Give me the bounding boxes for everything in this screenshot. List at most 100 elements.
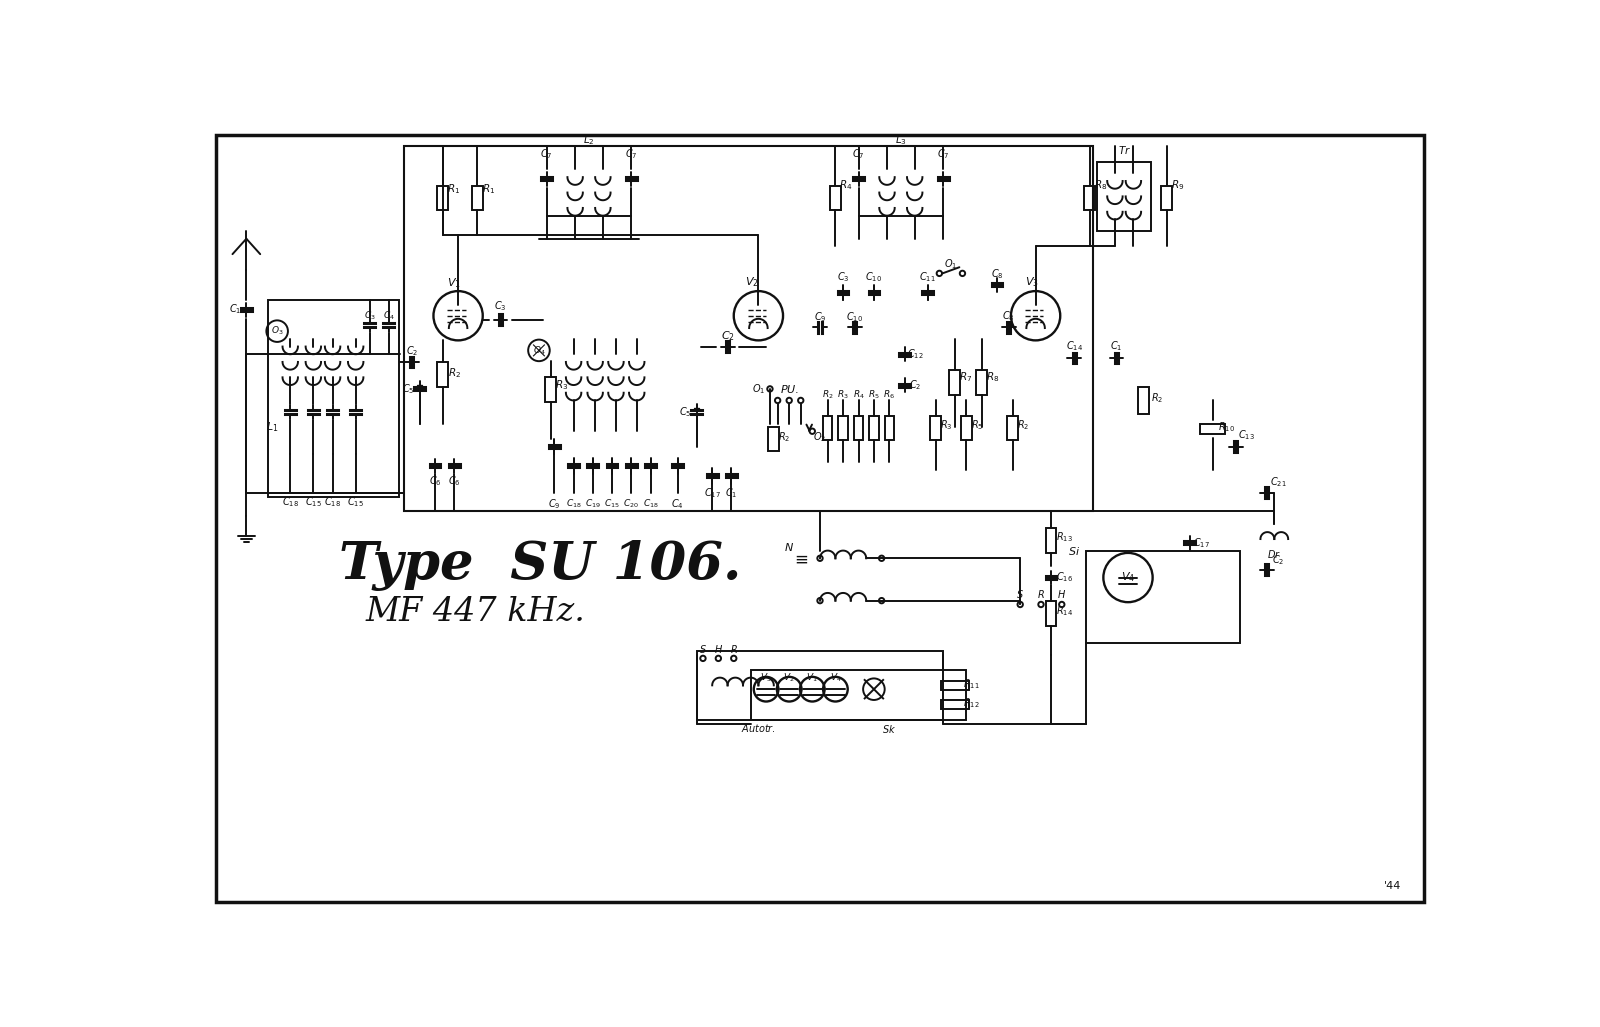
Text: $C_{17}$: $C_{17}$ bbox=[1194, 536, 1210, 549]
Bar bbox=[941, 700, 968, 710]
Bar bbox=[949, 371, 960, 395]
Text: $O_1$: $O_1$ bbox=[944, 257, 957, 271]
Text: $O_4$: $O_4$ bbox=[533, 344, 546, 356]
Text: $C_{15}$: $C_{15}$ bbox=[347, 495, 365, 509]
Text: $Tr$: $Tr$ bbox=[1117, 144, 1131, 156]
Text: $R_6$: $R_6$ bbox=[883, 388, 896, 401]
Text: $R_2$: $R_2$ bbox=[1018, 418, 1029, 432]
Text: $C_8$: $C_8$ bbox=[990, 267, 1003, 281]
Text: $C_{21}$: $C_{21}$ bbox=[1270, 476, 1286, 489]
Text: $V_4$: $V_4$ bbox=[829, 672, 842, 684]
Text: $C_7$: $C_7$ bbox=[626, 147, 638, 161]
Bar bbox=[1086, 550, 1240, 643]
Text: $C_2$: $C_2$ bbox=[406, 344, 418, 358]
Text: $N$: $N$ bbox=[784, 541, 794, 553]
Bar bbox=[1085, 186, 1094, 211]
Bar bbox=[869, 416, 878, 441]
Text: $Si$: $Si$ bbox=[1069, 544, 1080, 557]
Bar bbox=[962, 416, 971, 441]
Text: $C_{18}$: $C_{18}$ bbox=[566, 497, 581, 509]
Text: $C_{10}$: $C_{10}$ bbox=[846, 310, 862, 325]
Text: $C_{14}$: $C_{14}$ bbox=[1066, 340, 1083, 353]
Bar bbox=[838, 416, 848, 441]
Text: $C_2$: $C_2$ bbox=[909, 378, 922, 392]
Text: $C_6$: $C_6$ bbox=[448, 474, 461, 488]
Text: $C_2$: $C_2$ bbox=[720, 330, 734, 343]
Text: $C_9$: $C_9$ bbox=[549, 497, 560, 510]
Text: $V_4$: $V_4$ bbox=[1122, 571, 1134, 584]
Text: $Sk$: $Sk$ bbox=[882, 723, 896, 735]
Text: $C_3$: $C_3$ bbox=[837, 270, 850, 284]
Text: $R_2$: $R_2$ bbox=[448, 367, 461, 380]
Text: $R_2$: $R_2$ bbox=[822, 388, 834, 401]
Bar bbox=[830, 186, 840, 211]
Text: $V_1$: $V_1$ bbox=[806, 672, 818, 684]
Bar bbox=[976, 371, 987, 395]
Text: $C_4$: $C_4$ bbox=[670, 497, 683, 510]
Text: $R_2$: $R_2$ bbox=[779, 430, 790, 445]
Text: $C_{15}$: $C_{15}$ bbox=[605, 497, 619, 509]
Text: $V_3$: $V_3$ bbox=[1026, 275, 1038, 289]
Text: $H$: $H$ bbox=[714, 643, 723, 655]
Text: $V_2$: $V_2$ bbox=[746, 275, 758, 289]
Text: $R_4$: $R_4$ bbox=[853, 388, 864, 401]
Text: '44: '44 bbox=[1384, 880, 1402, 890]
Text: $C_3$: $C_3$ bbox=[494, 300, 507, 313]
Bar bbox=[941, 681, 968, 690]
Text: $C_4$: $C_4$ bbox=[382, 309, 395, 322]
Text: $R_3$: $R_3$ bbox=[555, 378, 568, 392]
Text: $R_8$: $R_8$ bbox=[986, 371, 998, 384]
Text: $Dr$: $Dr$ bbox=[1267, 548, 1282, 561]
Text: $≡$: $≡$ bbox=[794, 549, 808, 567]
Bar bbox=[437, 362, 448, 386]
Bar bbox=[1046, 528, 1056, 553]
Text: $C_{19}$: $C_{19}$ bbox=[586, 497, 602, 509]
Bar bbox=[1006, 416, 1018, 441]
Text: $C_7$: $C_7$ bbox=[853, 147, 864, 161]
Text: $R_1$: $R_1$ bbox=[446, 182, 461, 195]
Text: $C_{15}$: $C_{15}$ bbox=[306, 495, 322, 509]
Text: $C_6$: $C_6$ bbox=[429, 474, 442, 488]
Bar bbox=[1098, 161, 1150, 231]
Bar bbox=[698, 651, 944, 720]
Text: $C_8$: $C_8$ bbox=[1002, 309, 1014, 322]
Text: MF 447 kHz.: MF 447 kHz. bbox=[366, 597, 586, 629]
Bar bbox=[854, 416, 862, 441]
Text: $O_1$: $O_1$ bbox=[752, 382, 765, 395]
Text: $C_{17}$: $C_{17}$ bbox=[704, 486, 720, 500]
Text: $R_9$: $R_9$ bbox=[1171, 178, 1184, 192]
Text: $R_5$: $R_5$ bbox=[869, 388, 880, 401]
Text: $V_1$: $V_1$ bbox=[448, 276, 461, 291]
Text: $C_{12}$: $C_{12}$ bbox=[907, 347, 923, 362]
Text: $C_7$: $C_7$ bbox=[541, 147, 554, 161]
Text: $C_{16}$: $C_{16}$ bbox=[1056, 571, 1074, 584]
Text: $O_2$: $O_2$ bbox=[813, 430, 827, 445]
Text: $C_1$: $C_1$ bbox=[725, 486, 738, 500]
Text: $C_{20}$: $C_{20}$ bbox=[624, 497, 640, 509]
Text: $L_1$: $L_1$ bbox=[266, 420, 278, 434]
Bar bbox=[1138, 386, 1149, 414]
Text: $C_5$: $C_5$ bbox=[402, 382, 414, 395]
Bar bbox=[822, 416, 832, 441]
Text: $C_{18}$: $C_{18}$ bbox=[325, 495, 341, 509]
Text: $C_3$: $C_3$ bbox=[363, 309, 376, 322]
Text: $V_3$: $V_3$ bbox=[760, 672, 771, 684]
Text: $R_{10}$: $R_{10}$ bbox=[1218, 420, 1235, 433]
Text: $C_{11}$: $C_{11}$ bbox=[920, 270, 936, 284]
Text: $V_2$: $V_2$ bbox=[784, 672, 795, 684]
Text: $R_{12}$: $R_{12}$ bbox=[963, 696, 981, 710]
Text: $H$: $H$ bbox=[1058, 588, 1066, 601]
Text: $Autotr.$: $Autotr.$ bbox=[741, 722, 776, 733]
Text: $C_{18}$: $C_{18}$ bbox=[282, 495, 299, 509]
Text: $R$: $R$ bbox=[730, 643, 738, 655]
Text: $S$: $S$ bbox=[699, 643, 707, 655]
Text: $L_2$: $L_2$ bbox=[582, 134, 595, 147]
Text: $L_3$: $L_3$ bbox=[894, 134, 907, 147]
Bar bbox=[1046, 602, 1056, 626]
Text: $R_5$: $R_5$ bbox=[971, 418, 984, 432]
Text: $C_1$: $C_1$ bbox=[1110, 340, 1123, 353]
Text: $PU.$: $PU.$ bbox=[779, 383, 798, 395]
Text: $R_3$: $R_3$ bbox=[941, 418, 952, 432]
Text: $C_{10}$: $C_{10}$ bbox=[866, 270, 883, 284]
Text: $R_8$: $R_8$ bbox=[1094, 178, 1107, 192]
